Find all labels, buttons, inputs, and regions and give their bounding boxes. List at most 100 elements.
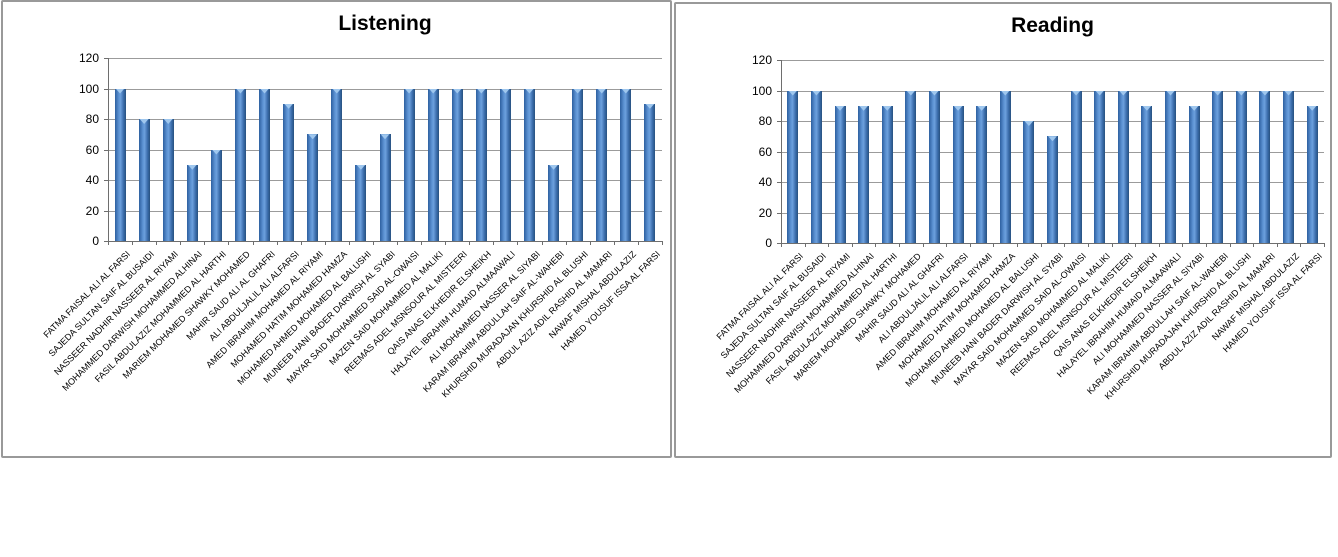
bar-5[interactable] bbox=[881, 105, 893, 243]
bar-top-highlight bbox=[1307, 105, 1317, 111]
bar-20[interactable] bbox=[572, 88, 584, 241]
bar-16[interactable] bbox=[475, 88, 487, 241]
x-axis-tick bbox=[1324, 243, 1325, 247]
bar-top-highlight bbox=[1166, 90, 1175, 96]
bar-top-highlight bbox=[953, 105, 963, 111]
y-axis-label: 40 bbox=[758, 175, 772, 189]
x-axis-tick bbox=[828, 243, 830, 247]
bar-22[interactable] bbox=[1283, 90, 1295, 243]
y-axis-tick bbox=[777, 60, 781, 61]
x-axis-tick bbox=[228, 241, 230, 245]
x-axis-line bbox=[781, 243, 1324, 244]
bar-4[interactable] bbox=[858, 105, 870, 243]
x-axis-tick bbox=[180, 241, 182, 245]
listening-chart-object[interactable]: Listening 0 20 40 60 80 100 120 FATMA FAISAL AL… bbox=[1, 0, 672, 458]
bar-7[interactable] bbox=[928, 90, 940, 243]
bar-10[interactable] bbox=[331, 88, 343, 241]
x-axis-tick bbox=[469, 241, 471, 245]
bar-16[interactable] bbox=[1141, 105, 1153, 243]
x-axis-tick bbox=[565, 241, 567, 245]
bar-top-highlight bbox=[812, 90, 821, 96]
bar-top-highlight bbox=[1095, 90, 1105, 96]
bar-top-highlight bbox=[859, 105, 869, 111]
bar-top-highlight bbox=[115, 88, 125, 94]
bar-21[interactable] bbox=[1259, 90, 1271, 243]
bar-top-highlight bbox=[187, 164, 197, 170]
y-axis-line bbox=[108, 58, 109, 241]
bar-20[interactable] bbox=[1235, 90, 1247, 243]
bar-top-highlight bbox=[380, 134, 390, 140]
x-axis-tick bbox=[493, 241, 495, 245]
gridline-100 bbox=[781, 90, 1324, 92]
bar-23[interactable] bbox=[644, 103, 656, 241]
bar-8[interactable] bbox=[952, 105, 964, 243]
x-axis-tick bbox=[517, 241, 519, 245]
bar-3[interactable] bbox=[162, 119, 174, 241]
bar-top-highlight bbox=[1024, 121, 1034, 126]
x-axis-tick bbox=[156, 241, 158, 245]
bar-19[interactable] bbox=[548, 164, 560, 241]
x-axis-tick bbox=[1276, 243, 1278, 247]
bar-1[interactable] bbox=[114, 88, 126, 241]
bar-15[interactable] bbox=[1117, 90, 1129, 243]
x-axis-tick bbox=[662, 241, 663, 245]
bar-6[interactable] bbox=[234, 88, 246, 241]
bar-4[interactable] bbox=[186, 164, 198, 241]
gridline-120 bbox=[781, 60, 1324, 61]
y-axis-tick bbox=[777, 243, 781, 244]
bar-12[interactable] bbox=[379, 134, 391, 241]
bar-top-highlight bbox=[428, 88, 438, 94]
gridline-80 bbox=[108, 119, 662, 120]
bar-top-highlight bbox=[977, 105, 987, 111]
reading-chart-object[interactable]: Reading 0 20 40 60 80 100 120 FATMA FAISAL ALI … bbox=[674, 2, 1332, 458]
bar-17[interactable] bbox=[1165, 90, 1177, 243]
x-axis-tick bbox=[541, 241, 543, 245]
bar-3[interactable] bbox=[834, 105, 846, 243]
bar-top-highlight bbox=[1189, 105, 1199, 111]
bar-9[interactable] bbox=[976, 105, 988, 243]
x-axis-tick bbox=[1087, 243, 1089, 247]
bar-18[interactable] bbox=[524, 88, 536, 241]
bar-23[interactable] bbox=[1306, 105, 1318, 243]
bar-14[interactable] bbox=[427, 88, 439, 241]
y-axis-tick bbox=[104, 88, 108, 90]
y-axis-tick bbox=[104, 210, 108, 212]
bar-21[interactable] bbox=[596, 88, 608, 241]
bar-18[interactable] bbox=[1188, 105, 1200, 243]
bar-top-highlight bbox=[788, 90, 798, 96]
y-axis-label: 20 bbox=[758, 205, 772, 220]
bar-11[interactable] bbox=[355, 164, 367, 241]
bar-2[interactable] bbox=[138, 119, 150, 241]
bar-top-highlight bbox=[1260, 90, 1270, 96]
bar-11[interactable] bbox=[1023, 121, 1035, 243]
bar-7[interactable] bbox=[259, 88, 271, 241]
y-axis-label: 20 bbox=[85, 203, 99, 218]
bar-14[interactable] bbox=[1094, 90, 1106, 243]
y-axis-label: 100 bbox=[78, 81, 99, 96]
bar-13[interactable] bbox=[1070, 90, 1082, 243]
bar-8[interactable] bbox=[283, 103, 295, 241]
bar-2[interactable] bbox=[810, 90, 822, 243]
bar-6[interactable] bbox=[905, 90, 917, 243]
bar-13[interactable] bbox=[403, 88, 415, 241]
bar-top-highlight bbox=[525, 88, 534, 94]
x-axis-tick bbox=[348, 241, 350, 245]
bar-1[interactable] bbox=[787, 90, 799, 243]
bar-12[interactable] bbox=[1047, 136, 1058, 243]
bar-17[interactable] bbox=[499, 88, 511, 241]
bar-22[interactable] bbox=[620, 88, 632, 241]
bar-top-highlight bbox=[332, 88, 342, 94]
bar-5[interactable] bbox=[210, 149, 222, 241]
bar-top-highlight bbox=[1000, 90, 1010, 96]
bar-top-highlight bbox=[1142, 105, 1152, 111]
bar-19[interactable] bbox=[1212, 90, 1224, 243]
bar-9[interactable] bbox=[307, 134, 319, 241]
x-axis-tick bbox=[300, 241, 302, 245]
bar-15[interactable] bbox=[451, 88, 463, 241]
y-axis-tick bbox=[104, 119, 108, 120]
chart-title-reading: Reading bbox=[1011, 14, 1094, 37]
x-axis-tick bbox=[851, 243, 853, 247]
x-axis-tick bbox=[252, 241, 254, 245]
bar-top-highlight bbox=[835, 105, 845, 111]
bar-10[interactable] bbox=[999, 90, 1011, 243]
